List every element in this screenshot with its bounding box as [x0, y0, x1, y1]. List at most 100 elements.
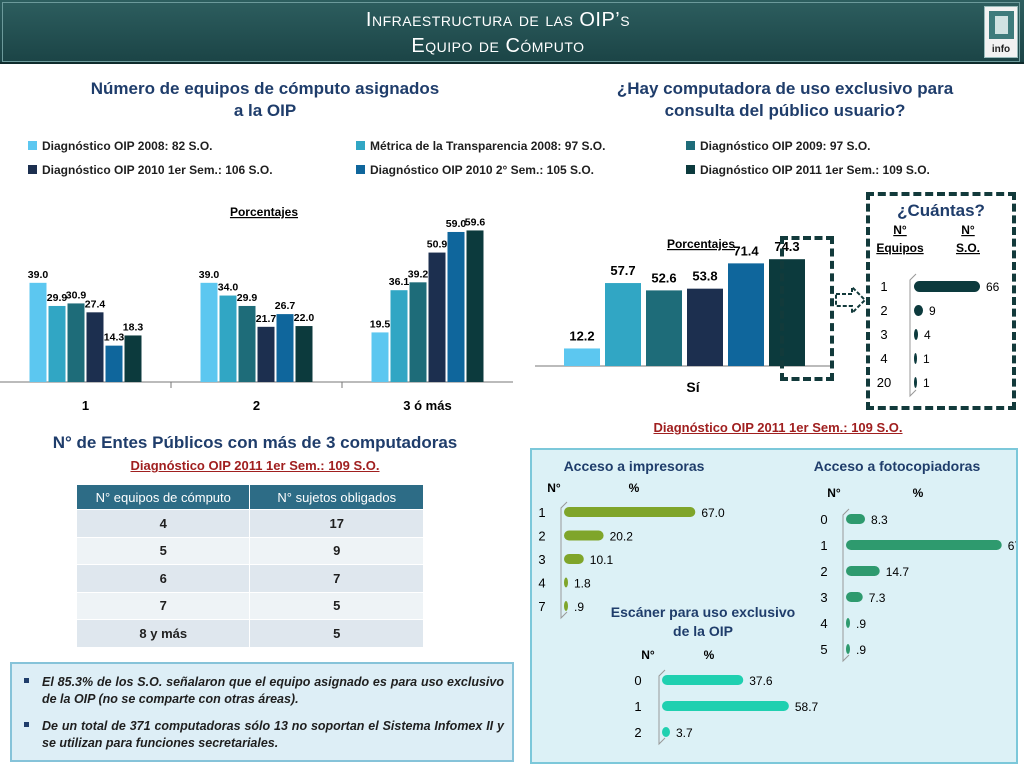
page-title-line1: Infraestructura de las OIP’s	[365, 9, 631, 31]
bar	[564, 530, 604, 541]
y-tick-label: 20	[877, 375, 891, 390]
data-label: 57.7	[610, 263, 635, 278]
data-label: 29.9	[237, 292, 258, 304]
data-label: 58.7	[795, 700, 819, 714]
data-label: 9	[929, 304, 936, 318]
table-row: 4 17	[75, 509, 424, 538]
y-tick-label: 0	[820, 512, 827, 527]
legend-label: Diagnóstico OIP 2009: 97 S.O.	[700, 139, 871, 153]
table-cell: 8 y más	[75, 619, 251, 648]
bar	[219, 295, 237, 382]
data-label: 39.0	[28, 269, 49, 281]
bar	[105, 345, 123, 382]
legend-item: Diagnóstico OIP 2008: 82 S.O.	[28, 139, 213, 153]
data-label: 29.9	[47, 292, 68, 304]
bar	[29, 282, 47, 382]
bar	[564, 601, 568, 611]
left-chart-title: Número de equipos de cómputo asignados a…	[40, 78, 490, 122]
y-axis-title: Porcentajes	[667, 237, 735, 251]
legend-label: Métrica de la Transparencia 2008: 97 S.O…	[370, 139, 606, 153]
bar	[428, 252, 446, 382]
y-tick-label: 3	[820, 590, 827, 605]
axis-header: N°	[827, 486, 841, 500]
bar	[914, 281, 980, 292]
legend-swatch	[28, 165, 37, 174]
data-label: 4	[924, 328, 931, 342]
note-text: De un total de 371 computadoras sólo 13 …	[42, 719, 504, 750]
data-label: 18.3	[123, 321, 144, 333]
axis-header: %	[629, 481, 640, 495]
bar	[447, 231, 465, 382]
right-chart-title-line2: consulta del público usuario?	[664, 101, 906, 120]
axis-header: %	[913, 486, 924, 500]
table-subtitle: Diagnóstico OIP 2011 1er Sem.: 109 S.O.	[130, 458, 380, 473]
left-chart-title-line2: a la OIP	[233, 101, 297, 120]
legend-swatch	[28, 141, 37, 150]
bullet-icon	[24, 722, 29, 727]
bar	[86, 312, 104, 382]
bar	[564, 577, 568, 588]
legend-swatch	[686, 141, 695, 150]
bar	[295, 326, 313, 382]
highlight-box	[780, 236, 834, 381]
data-label: 66	[986, 280, 1000, 294]
arrow-right-icon	[835, 284, 867, 316]
table-cell: 5	[249, 591, 424, 620]
page-title-line2: Equipo de Cómputo	[411, 35, 585, 57]
bar	[914, 377, 917, 388]
bar	[687, 288, 723, 366]
data-label: 67.9	[1008, 539, 1016, 553]
bar	[769, 259, 805, 366]
chart-title: Acceso a fotocopiadoras	[814, 458, 981, 474]
note-item: El 85.3% de los S.O. señalaron que el eq…	[24, 674, 504, 708]
bar	[238, 305, 256, 382]
cuantas-chart: ¿Cuántas? N° Equipos N° S.O. 1 66 2 9 3 4 4 1 20 1	[876, 201, 1000, 398]
y-tick-label: 4	[880, 351, 887, 366]
data-label: 39.0	[199, 269, 220, 281]
header-frame: Infraestructura de las OIP’s Equipo de C…	[2, 2, 1020, 62]
axis-wall	[909, 273, 917, 398]
bar	[605, 283, 641, 366]
bar	[846, 592, 863, 602]
data-label: 67.0	[701, 506, 725, 520]
y-tick-label: 2	[820, 564, 827, 579]
y-axis-title: Porcentajes	[230, 205, 298, 219]
legend-swatch	[686, 165, 695, 174]
legend-label: Diagnóstico OIP 2010 1er Sem.: 106 S.O.	[42, 163, 273, 177]
escaner-chart: Escáner para uso exclusivo de la OIP N° % 0 3…	[611, 604, 819, 746]
column-header: N°	[961, 223, 975, 237]
data-label: 1.8	[574, 577, 591, 591]
y-tick-label: 1	[634, 699, 641, 714]
bar	[124, 335, 142, 382]
access-panel	[530, 448, 1018, 764]
note-item: De un total de 371 computadoras sólo 13 …	[24, 718, 504, 752]
data-label: 7.3	[869, 591, 886, 605]
header-banner: Infraestructura de las OIP’s Equipo de C…	[0, 0, 1024, 64]
legend-item: Métrica de la Transparencia 2008: 97 S.O…	[356, 139, 605, 153]
bar	[276, 314, 294, 382]
bar	[646, 290, 682, 366]
data-label: 19.5	[370, 318, 391, 330]
x-tick-label: 3 ó más	[403, 398, 451, 413]
data-label: .9	[574, 600, 584, 614]
data-label: 59.6	[465, 216, 486, 228]
note-text: El 85.3% de los S.O. señalaron que el eq…	[42, 675, 504, 706]
data-label: 39.2	[408, 268, 429, 280]
bar	[48, 305, 66, 382]
axis-wall	[560, 501, 568, 620]
data-label: 3.7	[676, 726, 693, 740]
data-label: 12.2	[569, 328, 594, 343]
bar	[564, 348, 600, 366]
table-cell: 7	[249, 564, 424, 593]
chart-title: de la OIP	[673, 623, 733, 639]
right-chart-title: ¿Hay computadora de uso exclusivo para c…	[560, 78, 1010, 122]
chart-title: Acceso a impresoras	[564, 458, 705, 474]
data-label: .9	[856, 617, 866, 631]
column-header: S.O.	[956, 241, 980, 255]
bar	[914, 329, 918, 340]
